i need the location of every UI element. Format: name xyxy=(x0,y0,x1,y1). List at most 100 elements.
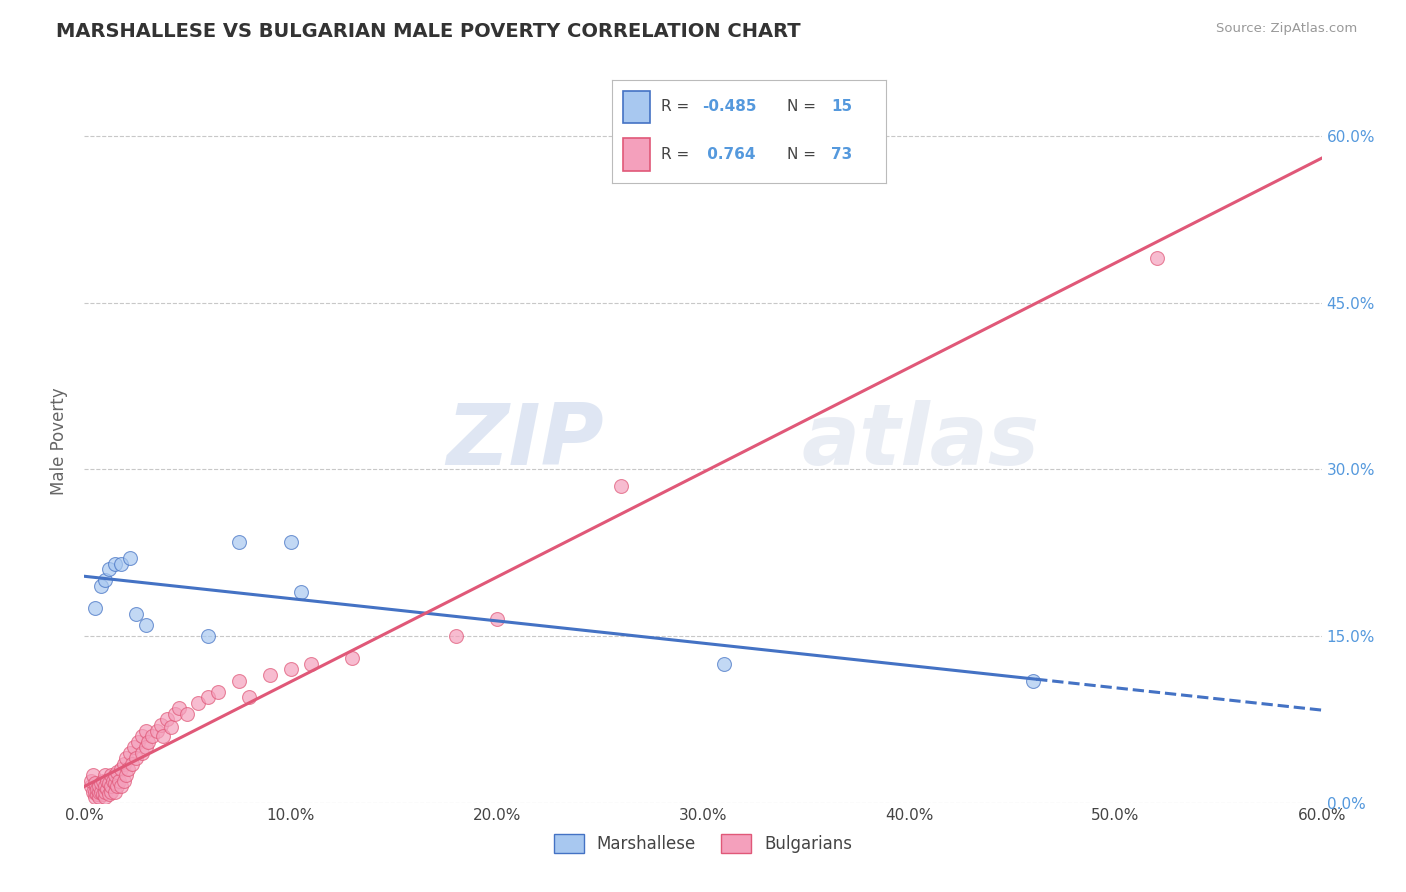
Point xyxy=(117,763,139,777)
Point xyxy=(131,746,153,760)
Point xyxy=(104,768,127,782)
Point xyxy=(135,618,157,632)
Point xyxy=(90,579,112,593)
Point xyxy=(127,734,149,748)
Text: 0.764: 0.764 xyxy=(702,146,755,161)
Point xyxy=(160,720,183,734)
Point xyxy=(83,790,105,805)
Point xyxy=(87,779,110,793)
Point xyxy=(104,557,127,571)
Point xyxy=(96,773,118,788)
Point xyxy=(149,718,172,732)
Point xyxy=(609,479,631,493)
Point xyxy=(86,782,108,797)
Point xyxy=(98,787,121,801)
Point xyxy=(98,562,121,576)
Point xyxy=(83,785,105,799)
Point xyxy=(125,751,148,765)
Point xyxy=(91,773,114,788)
Point xyxy=(342,651,364,665)
Y-axis label: Male Poverty: Male Poverty xyxy=(51,388,69,495)
Point xyxy=(131,729,153,743)
Point xyxy=(228,673,250,688)
Text: R =: R = xyxy=(661,146,695,161)
Text: 73: 73 xyxy=(831,146,852,161)
Point xyxy=(100,779,122,793)
Point xyxy=(118,551,141,566)
Point xyxy=(110,779,132,793)
Point xyxy=(238,690,260,705)
FancyBboxPatch shape xyxy=(623,137,650,170)
Point xyxy=(259,668,281,682)
Text: atlas: atlas xyxy=(801,400,1040,483)
Point xyxy=(136,734,159,748)
Point xyxy=(165,706,187,721)
Point xyxy=(91,787,114,801)
Point xyxy=(87,785,110,799)
Point xyxy=(79,779,101,793)
Point xyxy=(82,768,104,782)
Point xyxy=(110,557,132,571)
Point xyxy=(83,601,105,615)
Legend: Marshallese, Bulgarians: Marshallese, Bulgarians xyxy=(547,827,859,860)
Point xyxy=(176,706,198,721)
Point xyxy=(103,773,125,788)
Point xyxy=(98,776,121,790)
Point xyxy=(713,657,735,671)
Text: -0.485: -0.485 xyxy=(702,99,756,114)
Point xyxy=(299,657,322,671)
Point xyxy=(108,773,131,788)
Point xyxy=(100,768,122,782)
Point xyxy=(280,662,302,676)
Text: ZIP: ZIP xyxy=(446,400,605,483)
Point xyxy=(118,746,141,760)
Point xyxy=(167,701,190,715)
Point xyxy=(105,779,128,793)
Point xyxy=(444,629,467,643)
Text: N =: N = xyxy=(787,99,821,114)
Point xyxy=(100,785,122,799)
Point xyxy=(122,740,145,755)
Point xyxy=(94,574,117,588)
Point xyxy=(87,790,110,805)
Point xyxy=(82,785,104,799)
Point xyxy=(280,534,302,549)
Point xyxy=(152,729,174,743)
Point xyxy=(135,740,157,755)
Point xyxy=(90,785,112,799)
Point xyxy=(145,723,167,738)
Point xyxy=(83,776,105,790)
Text: 15: 15 xyxy=(831,99,852,114)
Point xyxy=(125,607,148,621)
Point xyxy=(94,790,117,805)
Point xyxy=(207,684,229,698)
Point xyxy=(94,768,117,782)
Point xyxy=(105,764,128,779)
Point xyxy=(79,773,101,788)
Point xyxy=(1146,251,1168,265)
Point xyxy=(1022,673,1045,688)
Point xyxy=(114,751,136,765)
Point xyxy=(104,776,127,790)
Point xyxy=(86,787,108,801)
Point xyxy=(135,723,157,738)
Point xyxy=(94,785,117,799)
Point xyxy=(197,690,219,705)
Text: R =: R = xyxy=(661,99,695,114)
Text: Source: ZipAtlas.com: Source: ZipAtlas.com xyxy=(1216,22,1357,36)
Point xyxy=(197,629,219,643)
Point xyxy=(104,785,127,799)
Point xyxy=(228,534,250,549)
FancyBboxPatch shape xyxy=(623,91,650,123)
Point xyxy=(141,729,163,743)
Point xyxy=(156,713,179,727)
Point xyxy=(485,612,508,626)
Text: MARSHALLESE VS BULGARIAN MALE POVERTY CORRELATION CHART: MARSHALLESE VS BULGARIAN MALE POVERTY CO… xyxy=(56,22,801,41)
Point xyxy=(94,779,117,793)
Point xyxy=(110,763,132,777)
Point xyxy=(112,773,135,788)
Text: N =: N = xyxy=(787,146,821,161)
Point xyxy=(112,756,135,771)
Point xyxy=(187,696,209,710)
Point xyxy=(290,584,312,599)
